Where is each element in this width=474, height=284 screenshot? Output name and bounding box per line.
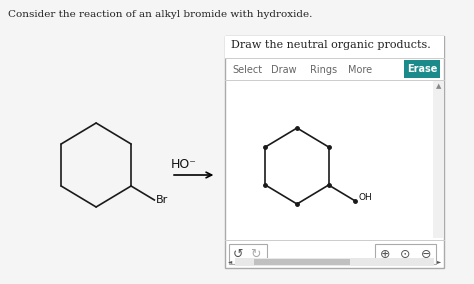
- Text: Br: Br: [156, 195, 169, 205]
- Text: Erase: Erase: [407, 64, 437, 74]
- Bar: [235, 258, 435, 266]
- Text: ⊕: ⊕: [380, 247, 391, 260]
- Bar: [433, 80, 444, 238]
- Text: ►: ►: [437, 260, 441, 264]
- Text: OH: OH: [358, 193, 372, 202]
- Text: ⊖: ⊖: [420, 247, 431, 260]
- Text: ↻: ↻: [250, 247, 261, 260]
- Text: ▲: ▲: [436, 83, 441, 89]
- Text: Draw: Draw: [271, 65, 297, 75]
- Text: Rings: Rings: [310, 65, 337, 75]
- Text: ⊙: ⊙: [401, 247, 411, 260]
- Bar: [229, 244, 267, 264]
- Bar: [254, 259, 350, 265]
- Text: More: More: [348, 65, 372, 75]
- Text: ◄: ◄: [228, 260, 232, 264]
- Text: ↺: ↺: [233, 247, 244, 260]
- Bar: [225, 36, 444, 58]
- Text: Draw the neutral organic products.: Draw the neutral organic products.: [231, 40, 430, 50]
- Bar: [404, 60, 440, 78]
- Text: Consider the reaction of an alkyl bromide with hydroxide.: Consider the reaction of an alkyl bromid…: [8, 10, 312, 19]
- Bar: [375, 244, 437, 264]
- Bar: [225, 36, 444, 268]
- Text: HO⁻: HO⁻: [171, 158, 197, 171]
- Text: Select: Select: [233, 65, 263, 75]
